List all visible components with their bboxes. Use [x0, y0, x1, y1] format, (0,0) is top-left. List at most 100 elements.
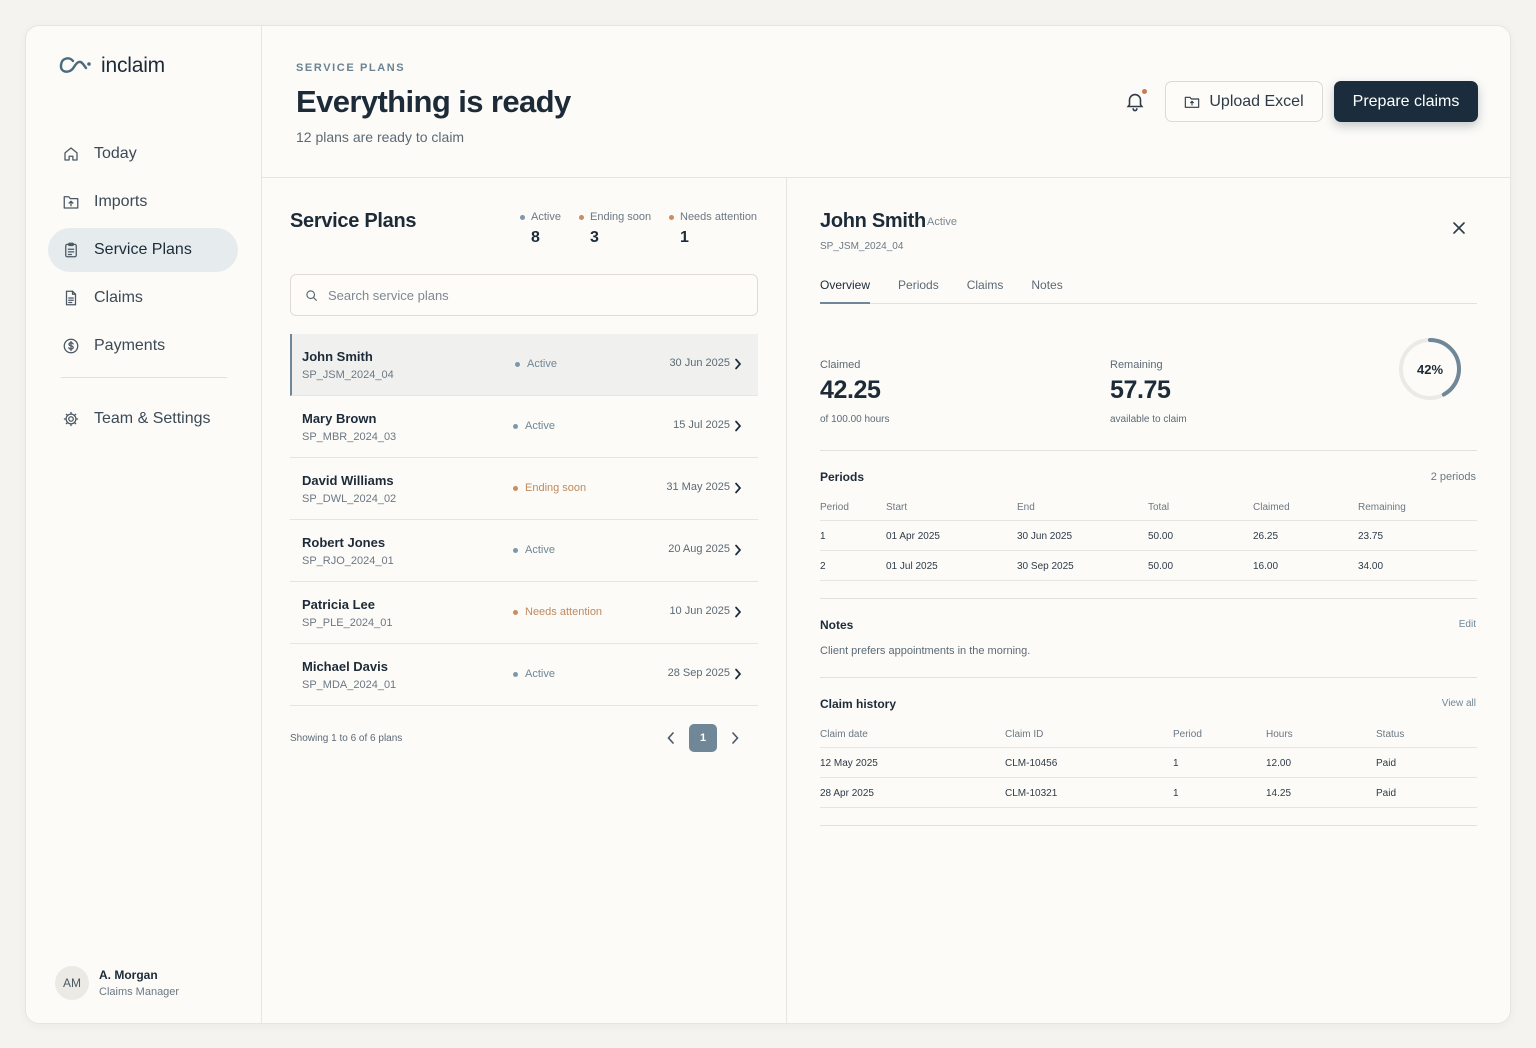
app-window: inclaim Today Imports Service Plans Claims P…	[25, 25, 1511, 1024]
sidebar-item-claims[interactable]: Claims	[48, 276, 238, 320]
chevron-right-icon	[735, 544, 742, 556]
upload-excel-button[interactable]: Upload Excel	[1165, 81, 1323, 122]
tab-overview[interactable]: Overview	[820, 268, 871, 304]
page-button-current[interactable]: 1	[689, 724, 717, 752]
stat-value: 1	[680, 229, 689, 246]
close-icon[interactable]	[1452, 221, 1466, 235]
search-input[interactable]	[328, 287, 728, 303]
column-header: Remaining	[1358, 502, 1406, 513]
sidebar-item-service-plans[interactable]: Service Plans	[48, 228, 238, 272]
search-box[interactable]	[290, 274, 758, 316]
plan-end-date: 15 Jul 2025	[673, 419, 730, 431]
sidebar-item-label: Claims	[94, 289, 143, 306]
table-row[interactable]: Patricia Lee SP_PLE_2024_01 Needs attentio…	[290, 582, 758, 644]
column-header: Hours	[1266, 729, 1293, 740]
notes-edit-link[interactable]: Edit	[1458, 619, 1476, 630]
chevron-left-icon[interactable]	[667, 732, 675, 744]
claimed-sub: of 100.00 hours	[820, 414, 890, 425]
brand-name: inclaim	[101, 54, 165, 77]
notes-text: Client prefers appointments in the morni…	[820, 645, 1031, 657]
table-cell: 12 May 2025	[820, 758, 878, 769]
stat-value: 3	[590, 229, 599, 246]
section-divider	[820, 450, 1477, 451]
table-cell: 30 Sep 2025	[1017, 561, 1074, 572]
status-label: Needs attention	[525, 606, 603, 618]
table-row[interactable]: John Smith SP_JSM_2024_04 Active 30 Jun 202…	[290, 334, 758, 396]
stat-label: Active	[531, 211, 561, 223]
nav-divider	[61, 377, 227, 378]
notification-dot	[1142, 89, 1147, 94]
page-header: SERVICE PLANS Everything is ready 12 pla…	[262, 26, 1510, 178]
table-cell: 01 Jul 2025	[886, 561, 938, 572]
dollar-circle-icon	[63, 338, 79, 354]
plans-table: John Smith SP_JSM_2024_04 Active 30 Jun 202…	[290, 334, 758, 706]
sidebar-settings: Team & Settings	[48, 397, 238, 445]
user-profile[interactable]: AM A. Morgan Claims Manager	[55, 966, 179, 1000]
column-header: Claim date	[820, 729, 868, 740]
document-icon	[65, 290, 77, 306]
sidebar-item-team-settings[interactable]: Team & Settings	[48, 397, 238, 441]
folder-upload-icon	[63, 196, 79, 209]
status-label: Active	[525, 544, 555, 556]
plan-id: SP_PLE_2024_01	[302, 617, 393, 629]
plan-end-date: 30 Jun 2025	[669, 357, 730, 369]
status-dot	[513, 671, 518, 677]
table-cell: 1	[1173, 788, 1179, 799]
chevron-right-icon[interactable]	[731, 732, 739, 744]
periods-title: Periods	[820, 470, 865, 484]
sidebar-item-imports[interactable]: Imports	[48, 180, 238, 224]
sidebar-item-today[interactable]: Today	[48, 132, 238, 176]
chevron-right-icon	[735, 420, 742, 432]
table-row[interactable]: David Williams SP_DWL_2024_02 Ending soon 3…	[290, 458, 758, 520]
table-cell: 16.00	[1253, 561, 1279, 572]
stat-needs-attention: Needs attention 1	[669, 211, 757, 247]
history-title: Claim history	[820, 697, 897, 711]
section-divider	[820, 598, 1477, 599]
pagination-summary: Showing 1 to 6 of 6 plans	[290, 733, 403, 744]
sidebar-item-label: Team & Settings	[94, 410, 211, 427]
table-row[interactable]: Robert Jones SP_RJO_2024_01 Active 20 Aug 2…	[290, 520, 758, 582]
plan-id: SP_JSM_2024_04	[302, 369, 394, 381]
detail-status-badge: Active	[927, 216, 957, 228]
plan-client-name: John Smith	[302, 349, 373, 364]
plan-end-date: 31 May 2025	[666, 481, 730, 493]
tab-periods[interactable]: Periods	[898, 278, 939, 292]
list-title: Service Plans	[290, 210, 417, 232]
status-dot	[579, 214, 584, 220]
table-row: 28 Apr 2025 CLM-10321 1 14.25 Paid	[820, 778, 1477, 808]
table-row[interactable]: Michael Davis SP_MDA_2024_01 Active 28 Sep …	[290, 644, 758, 706]
plan-client-name: Mary Brown	[302, 411, 377, 426]
table-cell: 30 Jun 2025	[1017, 531, 1073, 542]
status-dot	[513, 547, 518, 553]
plan-id: SP_MDA_2024_01	[302, 679, 397, 691]
sidebar-item-label: Imports	[94, 193, 148, 210]
remaining-sub: available to claim	[1110, 414, 1187, 425]
table-cell: Paid	[1376, 758, 1397, 769]
remaining-value: 57.75	[1110, 376, 1171, 404]
status-badge: Active	[515, 358, 557, 370]
logo-icon	[59, 57, 91, 73]
table-row[interactable]: Mary Brown SP_MBR_2024_03 Active 15 Jul 202…	[290, 396, 758, 458]
sidebar-item-payments[interactable]: Payments	[48, 324, 238, 368]
status-dot	[513, 609, 518, 615]
table-header: Period Start End Total Claimed Remaining	[820, 493, 1477, 521]
table-cell: 14.25	[1266, 788, 1292, 799]
stat-label: Ending soon	[590, 211, 652, 223]
table-cell: CLM-10456	[1005, 758, 1058, 769]
logo[interactable]: inclaim	[59, 54, 165, 78]
tab-claims[interactable]: Claims	[966, 278, 1004, 292]
prepare-claims-button[interactable]: Prepare claims	[1334, 81, 1478, 122]
column-header: End	[1017, 502, 1035, 513]
plan-end-date: 20 Aug 2025	[668, 543, 730, 555]
stat-active: Active 8	[520, 211, 561, 247]
service-plans-list: Service Plans Active 8 Ending soon 3 Nee…	[262, 178, 787, 1023]
stat-label: Needs attention	[680, 211, 758, 223]
status-label: Active	[525, 420, 555, 432]
tab-notes[interactable]: Notes	[1031, 278, 1063, 292]
status-label: Active	[527, 358, 557, 370]
sidebar-item-label: Service Plans	[94, 241, 192, 258]
bell-icon[interactable]	[1124, 90, 1146, 112]
status-dot	[669, 214, 674, 220]
history-view-all-link[interactable]: View all	[1441, 698, 1476, 709]
page-eyebrow: SERVICE PLANS	[296, 62, 406, 74]
